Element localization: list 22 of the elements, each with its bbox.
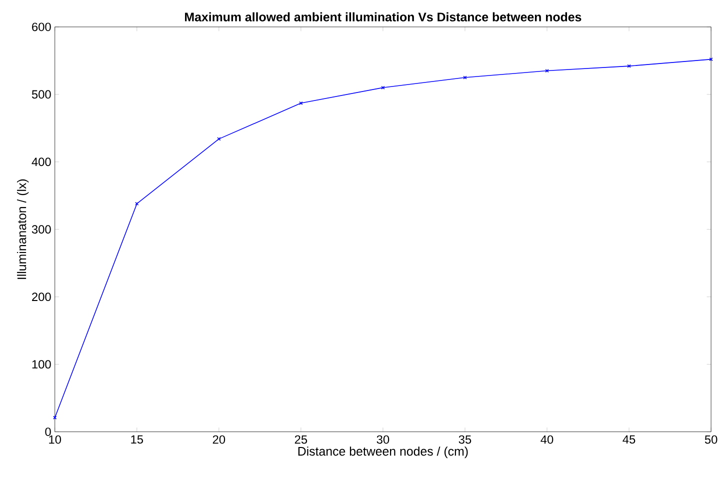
- point: [217, 137, 221, 141]
- y-tick-label: 200: [32, 292, 51, 302]
- point: [463, 76, 467, 80]
- point: [627, 64, 631, 68]
- x-tick-label: 15: [131, 435, 144, 444]
- y-tick-label: 300: [32, 225, 51, 234]
- y-tick-label: 600: [32, 22, 51, 32]
- y-tick-label: 0: [45, 428, 51, 436]
- x-tick-label: 10: [49, 435, 62, 444]
- y-tick-label: 400: [32, 158, 51, 166]
- chart-title: Maximum allowed ambient illumination Vs Distance between nodes: [185, 12, 582, 22]
- x-axis-title: Distance between nodes / (cm): [298, 446, 468, 458]
- x-tick-label: 45: [622, 435, 636, 444]
- x-tick-label: 30: [376, 435, 390, 444]
- x-tick-label: 50: [704, 435, 718, 444]
- x-tick-label: 20: [212, 435, 226, 444]
- y-axis-title: Illuminanaton / (lx): [17, 180, 29, 280]
- x-tick-label: 25: [294, 435, 308, 444]
- y-tick-label: 100: [32, 360, 51, 369]
- x-tick-label: 40: [540, 435, 554, 444]
- x-tick-label: 35: [458, 435, 472, 444]
- y-tick-label: 500: [32, 90, 51, 99]
